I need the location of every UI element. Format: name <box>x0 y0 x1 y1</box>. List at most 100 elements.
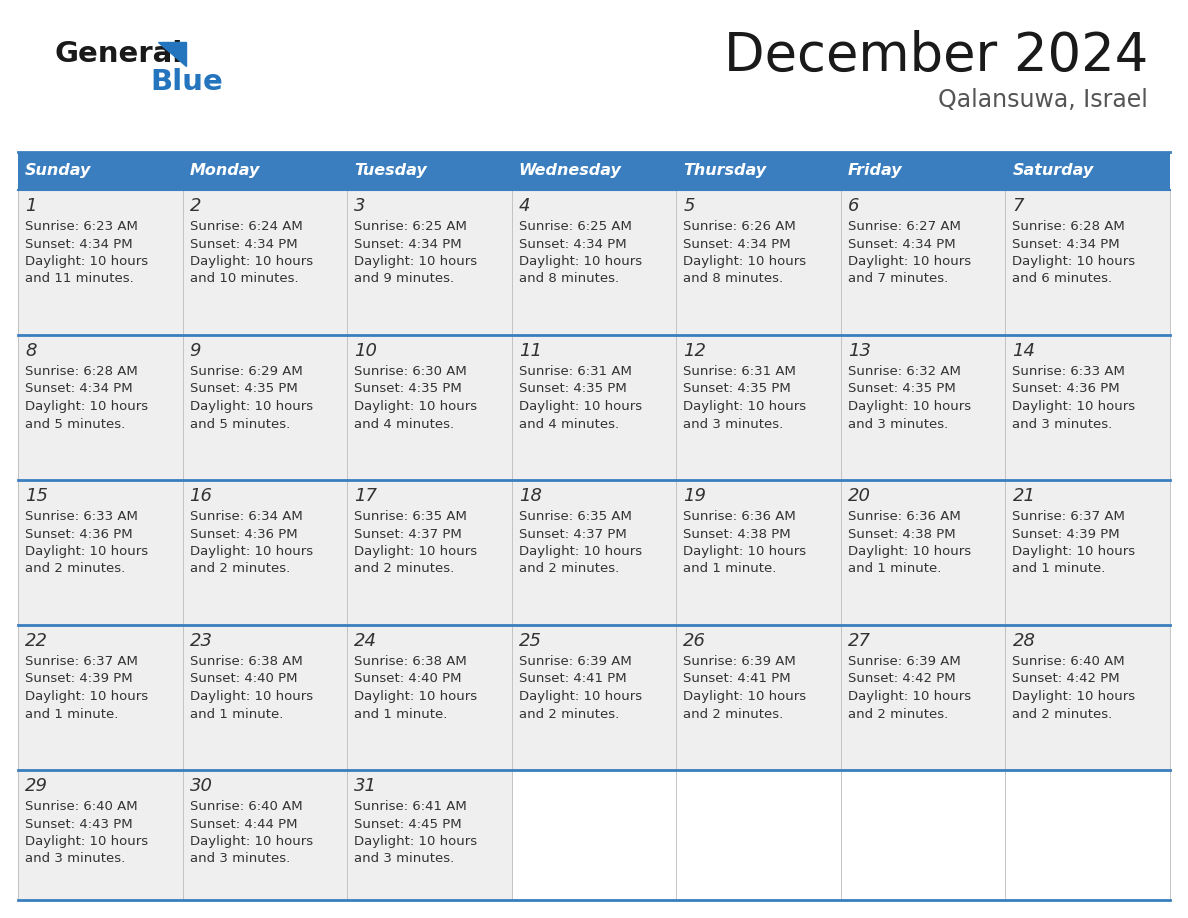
Text: 13: 13 <box>848 342 871 360</box>
Text: Sunset: 4:44 PM: Sunset: 4:44 PM <box>190 818 297 831</box>
Text: 5: 5 <box>683 197 695 215</box>
Text: Sunrise: 6:23 AM: Sunrise: 6:23 AM <box>25 220 138 233</box>
Text: Sunset: 4:36 PM: Sunset: 4:36 PM <box>25 528 133 541</box>
Text: Daylight: 10 hours: Daylight: 10 hours <box>25 545 148 558</box>
Text: Sunset: 4:35 PM: Sunset: 4:35 PM <box>683 383 791 396</box>
Text: Sunday: Sunday <box>25 163 91 178</box>
Text: Sunset: 4:37 PM: Sunset: 4:37 PM <box>354 528 462 541</box>
Text: and 2 minutes.: and 2 minutes. <box>190 563 290 576</box>
Text: and 4 minutes.: and 4 minutes. <box>354 418 454 431</box>
Text: Daylight: 10 hours: Daylight: 10 hours <box>848 400 971 413</box>
Text: Sunset: 4:34 PM: Sunset: 4:34 PM <box>519 238 626 251</box>
Bar <box>676 770 841 900</box>
Text: Daylight: 10 hours: Daylight: 10 hours <box>848 255 971 268</box>
Text: and 3 minutes.: and 3 minutes. <box>683 418 784 431</box>
Text: and 1 minute.: and 1 minute. <box>1012 563 1106 576</box>
Text: Sunset: 4:34 PM: Sunset: 4:34 PM <box>683 238 791 251</box>
Text: and 3 minutes.: and 3 minutes. <box>848 418 948 431</box>
Text: 18: 18 <box>519 487 542 505</box>
Text: 11: 11 <box>519 342 542 360</box>
Text: and 3 minutes.: and 3 minutes. <box>25 853 125 866</box>
Text: and 3 minutes.: and 3 minutes. <box>1012 418 1113 431</box>
Text: Blue: Blue <box>150 68 223 96</box>
Text: Sunrise: 6:41 AM: Sunrise: 6:41 AM <box>354 800 467 813</box>
Text: Sunrise: 6:29 AM: Sunrise: 6:29 AM <box>190 365 302 378</box>
Bar <box>512 152 676 190</box>
Text: Daylight: 10 hours: Daylight: 10 hours <box>190 690 312 703</box>
Text: Sunset: 4:34 PM: Sunset: 4:34 PM <box>25 238 133 251</box>
Text: Sunset: 4:42 PM: Sunset: 4:42 PM <box>848 673 955 686</box>
Text: Daylight: 10 hours: Daylight: 10 hours <box>848 545 971 558</box>
Text: and 8 minutes.: and 8 minutes. <box>683 273 783 285</box>
Text: Sunset: 4:40 PM: Sunset: 4:40 PM <box>354 673 462 686</box>
Text: 2: 2 <box>190 197 201 215</box>
Text: Sunrise: 6:37 AM: Sunrise: 6:37 AM <box>1012 510 1125 523</box>
Text: 16: 16 <box>190 487 213 505</box>
Text: Sunset: 4:34 PM: Sunset: 4:34 PM <box>848 238 955 251</box>
Bar <box>512 770 676 900</box>
Text: and 3 minutes.: and 3 minutes. <box>354 853 454 866</box>
Text: Sunset: 4:34 PM: Sunset: 4:34 PM <box>25 383 133 396</box>
Text: 20: 20 <box>848 487 871 505</box>
Text: Sunset: 4:35 PM: Sunset: 4:35 PM <box>354 383 462 396</box>
Text: Sunrise: 6:28 AM: Sunrise: 6:28 AM <box>25 365 138 378</box>
Text: Sunrise: 6:26 AM: Sunrise: 6:26 AM <box>683 220 796 233</box>
Text: General: General <box>55 40 183 68</box>
Text: Daylight: 10 hours: Daylight: 10 hours <box>25 255 148 268</box>
Text: Saturday: Saturday <box>1012 163 1094 178</box>
Text: Daylight: 10 hours: Daylight: 10 hours <box>519 400 642 413</box>
Text: and 2 minutes.: and 2 minutes. <box>1012 708 1113 721</box>
Text: Tuesday: Tuesday <box>354 163 426 178</box>
Bar <box>841 770 1005 900</box>
Text: Sunrise: 6:35 AM: Sunrise: 6:35 AM <box>519 510 632 523</box>
Text: Sunrise: 6:38 AM: Sunrise: 6:38 AM <box>354 655 467 668</box>
Text: and 5 minutes.: and 5 minutes. <box>190 418 290 431</box>
Polygon shape <box>158 42 187 66</box>
Text: Sunrise: 6:35 AM: Sunrise: 6:35 AM <box>354 510 467 523</box>
Text: 12: 12 <box>683 342 707 360</box>
Text: and 2 minutes.: and 2 minutes. <box>519 563 619 576</box>
Text: and 1 minute.: and 1 minute. <box>848 563 941 576</box>
Text: 21: 21 <box>1012 487 1036 505</box>
Text: Sunrise: 6:25 AM: Sunrise: 6:25 AM <box>354 220 467 233</box>
Text: Sunset: 4:42 PM: Sunset: 4:42 PM <box>1012 673 1120 686</box>
Text: Sunset: 4:34 PM: Sunset: 4:34 PM <box>1012 238 1120 251</box>
Bar <box>18 190 1170 335</box>
Bar <box>676 152 841 190</box>
Text: Daylight: 10 hours: Daylight: 10 hours <box>519 545 642 558</box>
Text: Sunset: 4:40 PM: Sunset: 4:40 PM <box>190 673 297 686</box>
Text: 29: 29 <box>25 777 48 795</box>
Text: Sunrise: 6:39 AM: Sunrise: 6:39 AM <box>683 655 796 668</box>
Text: and 1 minute.: and 1 minute. <box>190 708 283 721</box>
Text: Sunrise: 6:30 AM: Sunrise: 6:30 AM <box>354 365 467 378</box>
Text: 30: 30 <box>190 777 213 795</box>
Text: Sunrise: 6:32 AM: Sunrise: 6:32 AM <box>848 365 961 378</box>
Text: Daylight: 10 hours: Daylight: 10 hours <box>354 835 478 848</box>
Text: 14: 14 <box>1012 342 1036 360</box>
Text: Daylight: 10 hours: Daylight: 10 hours <box>848 690 971 703</box>
Text: Sunrise: 6:39 AM: Sunrise: 6:39 AM <box>848 655 961 668</box>
Text: and 2 minutes.: and 2 minutes. <box>354 563 454 576</box>
Text: Sunset: 4:38 PM: Sunset: 4:38 PM <box>683 528 791 541</box>
Text: Sunset: 4:35 PM: Sunset: 4:35 PM <box>519 383 626 396</box>
Text: Sunrise: 6:25 AM: Sunrise: 6:25 AM <box>519 220 632 233</box>
Text: Sunrise: 6:39 AM: Sunrise: 6:39 AM <box>519 655 632 668</box>
Bar <box>183 152 347 190</box>
Text: Sunrise: 6:24 AM: Sunrise: 6:24 AM <box>190 220 302 233</box>
Text: Sunset: 4:39 PM: Sunset: 4:39 PM <box>1012 528 1120 541</box>
Bar <box>18 625 1170 770</box>
Text: Sunrise: 6:37 AM: Sunrise: 6:37 AM <box>25 655 138 668</box>
Text: Sunset: 4:41 PM: Sunset: 4:41 PM <box>519 673 626 686</box>
Text: Sunset: 4:37 PM: Sunset: 4:37 PM <box>519 528 626 541</box>
Text: Daylight: 10 hours: Daylight: 10 hours <box>1012 400 1136 413</box>
Text: Qalansuwa, Israel: Qalansuwa, Israel <box>939 88 1148 112</box>
Bar <box>18 770 1170 900</box>
Text: Sunset: 4:35 PM: Sunset: 4:35 PM <box>190 383 297 396</box>
Text: and 7 minutes.: and 7 minutes. <box>848 273 948 285</box>
Text: Sunrise: 6:40 AM: Sunrise: 6:40 AM <box>1012 655 1125 668</box>
Text: Sunset: 4:43 PM: Sunset: 4:43 PM <box>25 818 133 831</box>
Bar <box>18 335 1170 480</box>
Text: 24: 24 <box>354 632 377 650</box>
Text: Daylight: 10 hours: Daylight: 10 hours <box>354 400 478 413</box>
Text: and 2 minutes.: and 2 minutes. <box>848 708 948 721</box>
